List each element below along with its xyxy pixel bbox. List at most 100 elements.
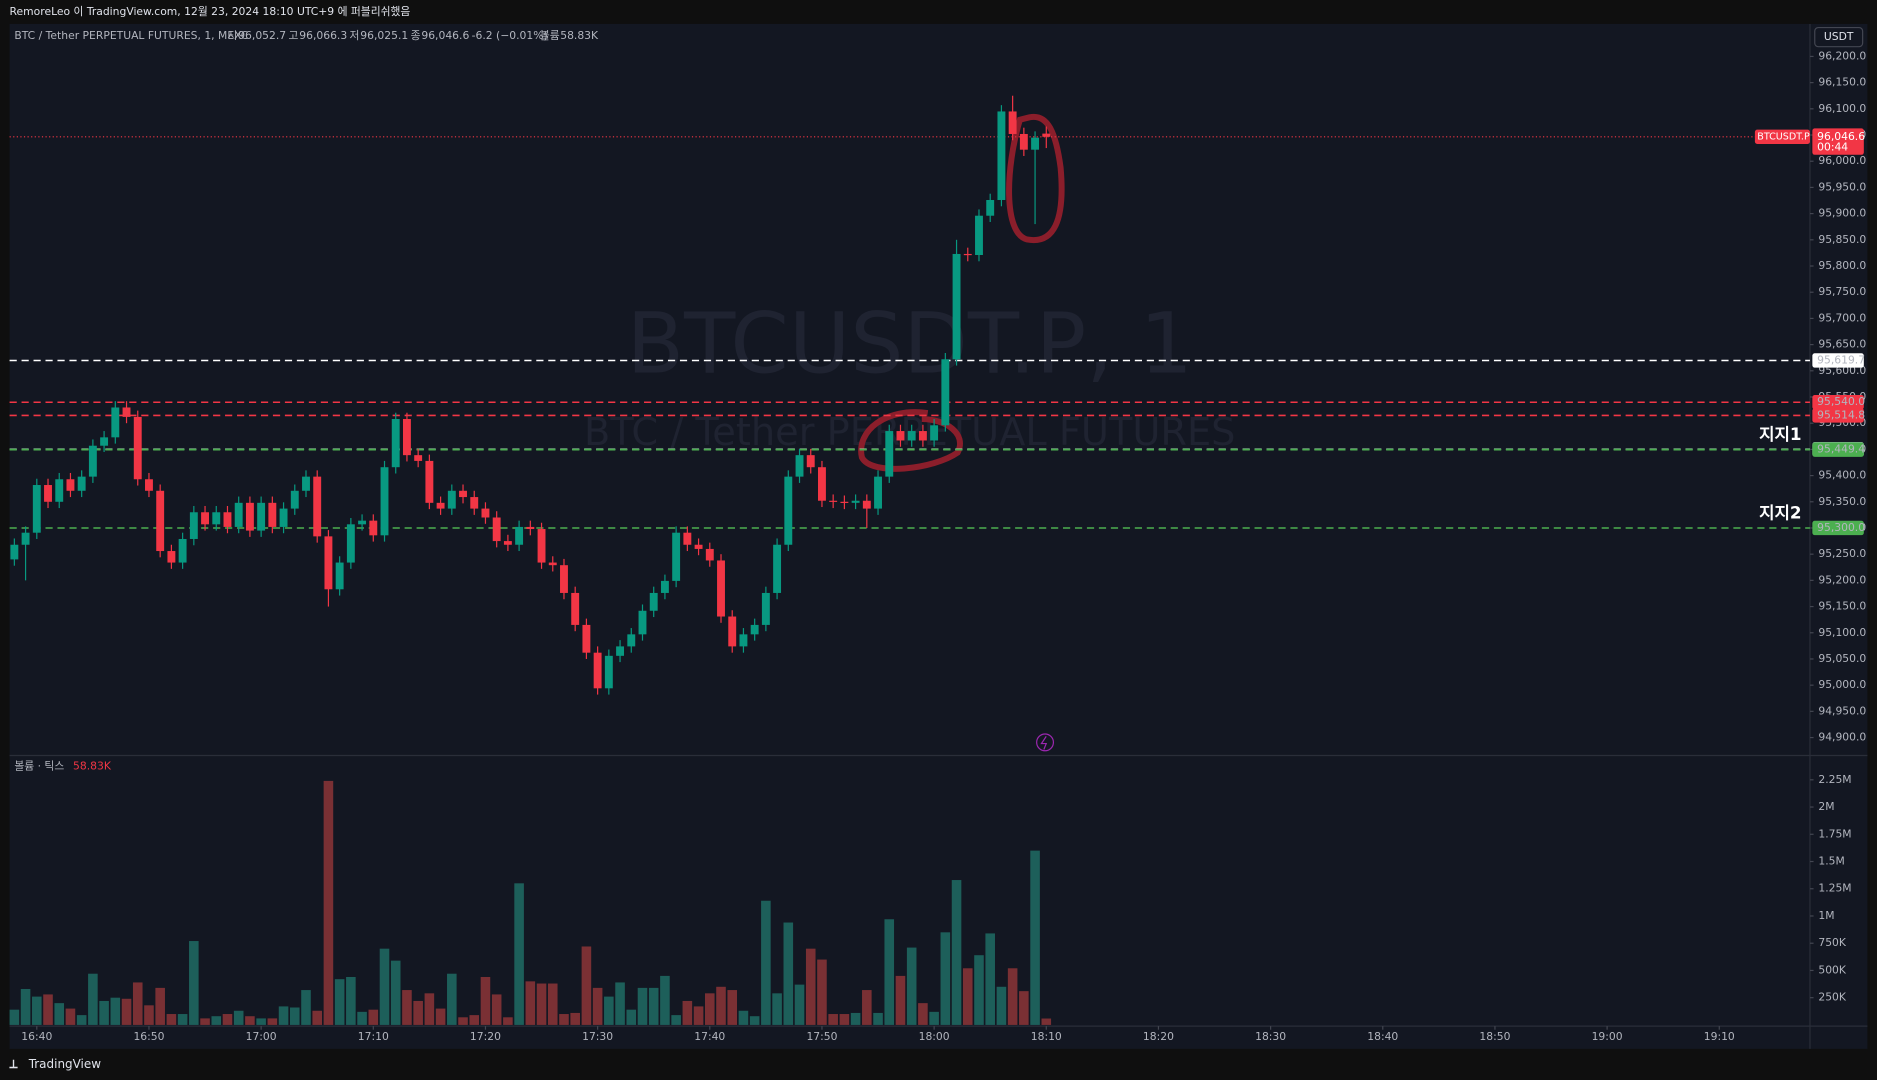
ohlc-value: 96,025.1 xyxy=(360,29,408,42)
logo: ⟂ xyxy=(9,1057,19,1071)
candle-body xyxy=(324,536,333,590)
candle-body xyxy=(21,532,30,545)
candle-body xyxy=(189,512,198,539)
volume-bar xyxy=(884,919,895,1025)
volume-bar xyxy=(873,1012,883,1025)
level-tag xyxy=(1812,408,1864,423)
volume-bar xyxy=(43,994,53,1025)
volume-bar xyxy=(1030,850,1040,1025)
candle-body xyxy=(660,580,669,593)
candle-body xyxy=(223,512,232,527)
candle-body xyxy=(548,562,557,566)
volume-bar xyxy=(615,982,625,1025)
candle-body xyxy=(784,476,793,545)
candle-body xyxy=(447,490,456,509)
ohlc-value: 96,066.3 xyxy=(299,29,347,42)
volume-bar xyxy=(155,987,165,1025)
volume-bar xyxy=(323,780,334,1025)
volume-bar xyxy=(929,1011,939,1025)
level-label: 95,300.0 xyxy=(1817,521,1865,534)
candle-body xyxy=(694,544,703,549)
candle-body xyxy=(896,431,905,441)
candle-body xyxy=(178,538,187,563)
y-tick-label: 95,200.0 xyxy=(1818,573,1866,586)
candle-body xyxy=(481,508,490,518)
volume-bar xyxy=(940,932,951,1025)
candle-body xyxy=(391,419,400,468)
x-tick-label: 17:30 xyxy=(582,1030,613,1043)
volume-bar xyxy=(525,981,536,1025)
volume-bar xyxy=(794,984,805,1025)
volume-bar xyxy=(200,1018,210,1025)
volume-bar xyxy=(581,946,592,1025)
annotation: 지지2 xyxy=(1759,503,1801,523)
y-tick-label: 94,950.0 xyxy=(1818,704,1866,717)
ohlc-volume-key: 볼륨 xyxy=(540,29,560,42)
volume-bar xyxy=(1007,968,1018,1025)
volume-bar xyxy=(458,1017,468,1025)
volume-bar xyxy=(783,922,794,1025)
y2-tick-label: 1.75M xyxy=(1818,827,1851,840)
volume-bar xyxy=(211,1016,222,1025)
level-label: 95,514.8 xyxy=(1817,408,1865,421)
candle-body xyxy=(156,490,165,552)
volume-bar xyxy=(648,987,659,1025)
volume-bar xyxy=(110,997,121,1025)
y-tick-label: 95,900.0 xyxy=(1818,207,1866,220)
volume-bar xyxy=(850,1012,861,1025)
candle-body xyxy=(1008,111,1017,134)
x-tick-label: 17:50 xyxy=(806,1030,837,1043)
candle-body xyxy=(66,479,75,491)
chart-area xyxy=(9,23,1868,1049)
event-icon[interactable] xyxy=(1036,733,1055,752)
candle-body xyxy=(997,111,1006,200)
volume-bar xyxy=(951,880,962,1025)
ohlc-key: 저 xyxy=(350,29,360,42)
candle-body xyxy=(560,565,568,593)
volume-bar xyxy=(547,983,558,1025)
volume-bar xyxy=(682,1000,693,1025)
ohlc-key: 종 xyxy=(411,29,421,42)
watermark: BTCUSDT.P, 1 xyxy=(627,295,1193,393)
volume-bar xyxy=(222,1014,233,1025)
y2-tick-label: 1M xyxy=(1818,909,1834,922)
volume-bar xyxy=(996,986,1007,1025)
y-tick-label: 96,000.0 xyxy=(1818,154,1866,167)
candle-body xyxy=(683,532,692,545)
candle-body xyxy=(862,500,871,509)
y-tick-label: 95,100.0 xyxy=(1818,626,1866,639)
x-tick-label: 17:10 xyxy=(358,1030,389,1043)
candle-body xyxy=(77,476,86,491)
volume-bar xyxy=(906,947,917,1025)
last-price-label: 96,046.6 xyxy=(1817,130,1865,143)
currency-button[interactable] xyxy=(1814,26,1864,48)
volume-bar xyxy=(514,883,524,1025)
volume-bar xyxy=(245,1016,255,1025)
candle-body xyxy=(212,512,221,525)
candle-body xyxy=(795,455,804,477)
x-tick-label: 17:40 xyxy=(694,1030,725,1043)
last-price-box xyxy=(1812,128,1864,155)
volume-bar xyxy=(918,1003,928,1025)
y-tick-label: 95,350.0 xyxy=(1818,495,1866,508)
level-label: 95,449.4 xyxy=(1817,443,1865,456)
candle-body xyxy=(10,544,19,560)
ohlc-volume-value: 58.83K xyxy=(560,29,599,42)
y-tick-label: 95,400.0 xyxy=(1818,469,1866,482)
highlight-circle xyxy=(858,409,963,472)
footer-brand: TradingView xyxy=(28,1057,102,1071)
candle-body xyxy=(436,502,445,509)
candle-body xyxy=(571,592,580,625)
volume-bar xyxy=(334,979,345,1025)
candle-body xyxy=(369,520,378,536)
publish-note: RemoreLeo 이 TradingView.com, 12월 23, 202… xyxy=(10,5,411,18)
candle-body xyxy=(593,652,602,689)
candle-body xyxy=(1031,137,1040,150)
currency: USDT xyxy=(1824,30,1854,43)
volume-bar xyxy=(570,1012,580,1025)
volume-bar xyxy=(368,1009,379,1025)
volume-bar xyxy=(491,994,502,1025)
volume-bar xyxy=(738,1010,749,1025)
candle-body xyxy=(616,646,625,656)
volume-bar xyxy=(357,1011,367,1025)
